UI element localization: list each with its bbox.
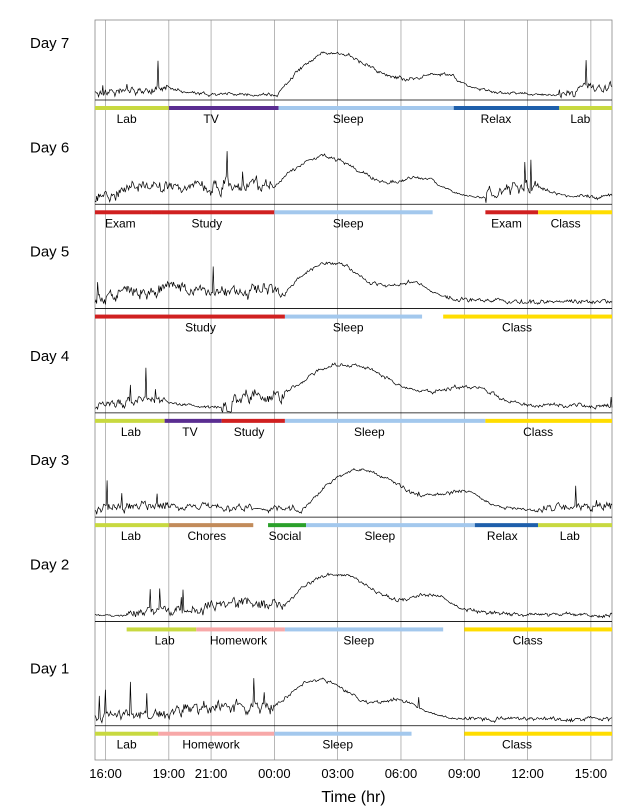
activity-bar: [285, 419, 485, 423]
activity-label: Social: [269, 529, 302, 543]
signal-trace: [95, 469, 612, 515]
activity-label: Sleep: [333, 321, 364, 335]
x-axis-title: Time (hr): [321, 789, 385, 806]
activity-label: Sleep: [365, 529, 396, 543]
x-tick-label: 09:00: [448, 766, 481, 781]
activity-bar: [285, 627, 443, 631]
activity-bar: [279, 106, 454, 110]
activity-label: Relax: [481, 112, 512, 126]
signal-trace: [95, 262, 612, 304]
activity-bar: [169, 523, 253, 527]
activity-bar: [485, 419, 612, 423]
activity-bar: [464, 732, 612, 736]
activity-label: Sleep: [354, 425, 385, 439]
signal-trace: [95, 573, 612, 617]
signal-trace: [95, 52, 612, 98]
x-tick-label: 16:00: [89, 766, 122, 781]
activity-bar: [95, 210, 152, 214]
activity-label: Sleep: [333, 112, 364, 126]
activity-label: Study: [185, 321, 216, 335]
activity-bar: [485, 210, 538, 214]
activity-label: Chores: [187, 529, 226, 543]
activity-bar: [559, 106, 612, 110]
multi-day-activity-figure: Day 7 Lab TV Sleep Relax Lab Day 6 Exam Study Sle…: [0, 0, 631, 808]
figure-svg: Day 7 Lab TV Sleep Relax Lab Day 6 Exam Study Sle…: [0, 0, 631, 808]
activity-bar: [454, 106, 560, 110]
signal-trace: [95, 151, 612, 203]
activity-label: Class: [502, 321, 532, 335]
day-label: Day 3: [30, 452, 69, 469]
activity-bar: [274, 210, 432, 214]
activity-bar: [274, 732, 411, 736]
activity-label: Class: [551, 216, 581, 230]
activity-label: TV: [203, 112, 218, 126]
activity-label: Lab: [121, 529, 141, 543]
activity-bar: [538, 210, 612, 214]
day-label: Day 2: [30, 556, 69, 573]
activity-bar: [158, 732, 274, 736]
x-tick-label: 03:00: [321, 766, 354, 781]
activity-label: Homework: [210, 633, 268, 647]
signal-trace: [95, 363, 612, 412]
activity-bar: [169, 106, 279, 110]
activity-label: Homework: [182, 738, 240, 752]
activity-label: Lab: [570, 112, 590, 126]
x-tick-label: 15:00: [575, 766, 608, 781]
activity-bar: [127, 627, 197, 631]
plot-frame: [95, 20, 612, 760]
day-label: Day 1: [30, 661, 69, 678]
activity-bar: [152, 210, 274, 214]
activity-bar: [464, 627, 612, 631]
x-tick-label: 19:00: [153, 766, 186, 781]
activity-bar: [285, 315, 422, 319]
activity-bar: [222, 419, 285, 423]
activity-bar: [306, 523, 475, 527]
activity-bar: [538, 523, 612, 527]
x-tick-label: 12:00: [511, 766, 544, 781]
activity-bar: [196, 627, 285, 631]
activity-label: Class: [523, 425, 553, 439]
activity-label: Study: [191, 216, 222, 230]
day-label: Day 7: [30, 35, 69, 52]
activity-label: Exam: [105, 216, 136, 230]
x-tick-label: 00:00: [258, 766, 291, 781]
activity-bar: [165, 419, 222, 423]
activity-label: Lab: [121, 425, 141, 439]
activity-bar: [95, 732, 158, 736]
activity-label: Lab: [560, 529, 580, 543]
x-tick-label: 21:00: [195, 766, 228, 781]
activity-bar: [268, 523, 306, 527]
activity-label: Lab: [155, 633, 175, 647]
day-label: Day 6: [30, 139, 69, 156]
day-label: Day 4: [30, 348, 69, 365]
activity-bar: [95, 315, 285, 319]
signal-trace: [95, 678, 612, 723]
activity-bar: [475, 523, 538, 527]
activity-label: Lab: [117, 738, 137, 752]
activity-label: Sleep: [343, 633, 374, 647]
activity-label: Relax: [487, 529, 518, 543]
activity-label: Exam: [491, 216, 522, 230]
activity-label: Sleep: [322, 738, 353, 752]
activity-label: Class: [513, 633, 543, 647]
activity-label: Study: [234, 425, 265, 439]
activity-bar: [443, 315, 612, 319]
activity-bar: [95, 523, 169, 527]
activity-label: Sleep: [333, 216, 364, 230]
day-label: Day 5: [30, 244, 69, 261]
x-tick-label: 06:00: [385, 766, 418, 781]
activity-label: TV: [182, 425, 197, 439]
activity-bar: [95, 106, 169, 110]
activity-label: Class: [502, 738, 532, 752]
activity-label: Lab: [117, 112, 137, 126]
activity-bar: [95, 419, 165, 423]
